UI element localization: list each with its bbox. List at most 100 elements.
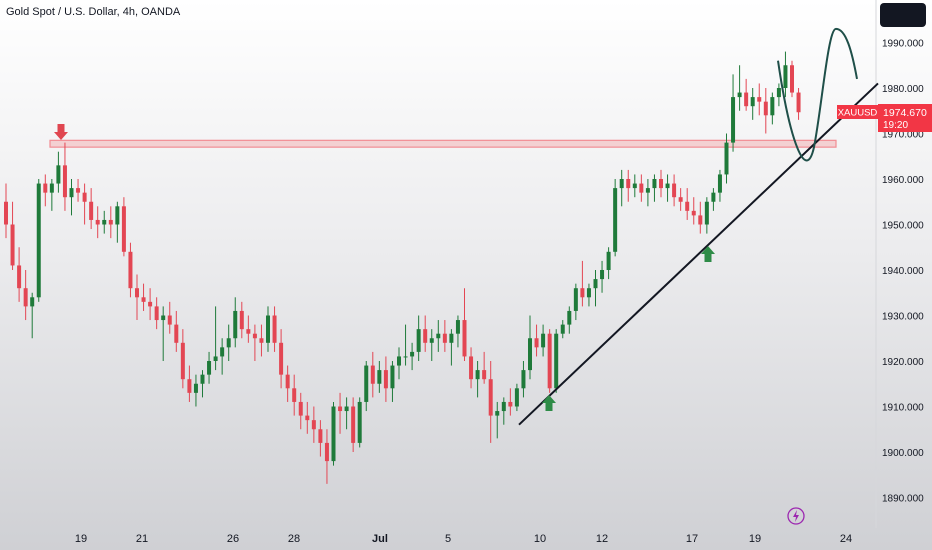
candle-body (207, 361, 212, 375)
x-tick-label: Jul (372, 533, 388, 545)
price-tag-countdown: 19:20 (883, 120, 908, 131)
candle-body (226, 338, 231, 348)
candle-body (514, 388, 519, 407)
candle-body (455, 320, 460, 334)
y-tick-label: 1990.000 (882, 39, 924, 50)
candle-body (711, 192, 716, 202)
candle-body (279, 342, 284, 375)
candle-body (724, 142, 729, 175)
candle-body (161, 315, 166, 321)
y-tick-label: 1910.000 (882, 403, 924, 414)
symbol-tag-label: XAUUSD (838, 108, 878, 119)
candle-body (82, 192, 87, 202)
candle-body (390, 365, 395, 389)
candle-body (351, 406, 356, 443)
candle-body (475, 370, 480, 380)
candle-body (193, 383, 198, 393)
candles-group (4, 51, 801, 484)
candle-body (76, 188, 81, 193)
candle-body (49, 183, 54, 193)
candle-body (266, 315, 270, 343)
candle-body (770, 97, 775, 116)
x-tick-label: 19 (749, 533, 761, 545)
up-arrow-icon (542, 395, 556, 411)
down-arrow-icon (54, 124, 68, 140)
y-tick-label: 1930.000 (882, 312, 924, 323)
candle-body (246, 329, 251, 334)
candle-body (796, 92, 801, 113)
candle-body (370, 365, 375, 384)
candle-body (737, 92, 742, 98)
candle-body (62, 165, 67, 198)
candle-body (495, 411, 500, 416)
candle-body (285, 374, 290, 389)
candle-body (220, 347, 225, 357)
candle-body (665, 183, 670, 189)
x-tick-label: 10 (534, 533, 546, 545)
candle-body (508, 401, 513, 407)
x-tick-label: 21 (136, 533, 148, 545)
candle-body (757, 97, 762, 102)
candle-body (521, 370, 526, 389)
candle-body (783, 65, 788, 88)
y-tick-label: 1970.000 (882, 130, 924, 141)
toolbar-box[interactable] (880, 3, 926, 27)
candle-body (442, 333, 447, 343)
candle-body (95, 219, 100, 225)
x-tick-label: 5 (445, 533, 451, 545)
candle-body (56, 165, 61, 184)
chart-title: Gold Spot / U.S. Dollar, 4h, OANDA (6, 6, 181, 18)
candle-body (534, 338, 539, 348)
candle-body (135, 288, 139, 298)
candle-body (311, 420, 316, 430)
candle-body (187, 379, 192, 393)
candle-body (128, 251, 133, 289)
candle-body (619, 179, 624, 189)
candle-body (213, 356, 218, 361)
candle-body (305, 415, 310, 421)
y-tick-label: 1980.000 (882, 84, 924, 95)
candle-body (318, 429, 323, 443)
candle-body (462, 320, 467, 357)
candle-body (233, 310, 238, 339)
candle-body (423, 329, 428, 343)
candle-body (554, 333, 559, 389)
candle-body (272, 315, 277, 343)
candle-body (23, 288, 28, 307)
projection-arc (777, 27, 858, 162)
candle-body (691, 210, 696, 216)
candle-body (763, 101, 768, 116)
candle-body (167, 315, 172, 325)
candle-body (30, 297, 35, 307)
candle-body (501, 401, 506, 412)
candle-body (102, 219, 107, 225)
lightning-icon-bolt (793, 510, 799, 522)
candle-body (69, 188, 74, 198)
candle-body (141, 297, 146, 302)
y-tick-label: 1960.000 (882, 175, 924, 186)
symbol-tag (837, 105, 878, 119)
y-tick-label: 1950.000 (882, 221, 924, 232)
candle-body (672, 183, 677, 198)
trendline (518, 82, 879, 426)
candle-body (659, 179, 663, 189)
candle-body (357, 401, 362, 443)
candle-body (416, 329, 421, 352)
candle-body (429, 338, 434, 343)
y-tick-label: 1900.000 (882, 448, 924, 459)
candle-body (108, 219, 113, 225)
candle-body (397, 356, 401, 366)
candle-body (541, 333, 546, 348)
candle-body (776, 88, 781, 98)
candle-body (174, 324, 179, 343)
lightning-icon (787, 507, 805, 525)
candle-body (744, 92, 749, 107)
candle-body (586, 288, 591, 298)
candle-body (593, 279, 598, 289)
candle-body (717, 174, 722, 193)
candle-body (560, 324, 565, 334)
candle-body (89, 201, 94, 220)
candle-body (10, 224, 15, 266)
